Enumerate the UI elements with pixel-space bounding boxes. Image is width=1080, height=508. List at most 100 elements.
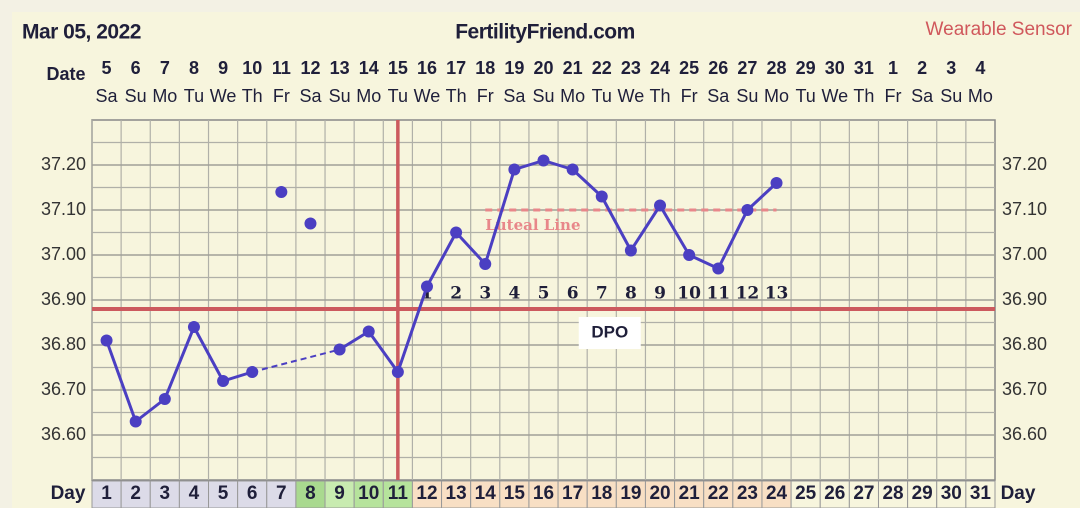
y-tick-label: 36.90 xyxy=(41,289,86,309)
day-number: 10 xyxy=(358,483,379,504)
date-label: 29 xyxy=(796,58,816,78)
date-label: 3 xyxy=(946,58,956,78)
weekday-label: Fr xyxy=(681,86,698,106)
day-number: 18 xyxy=(591,483,612,504)
temperature-point xyxy=(333,343,346,356)
date-label: 14 xyxy=(359,58,379,78)
y-tick-label: 37.10 xyxy=(41,199,86,219)
temperature-point xyxy=(654,199,667,212)
y-tick-label: 36.70 xyxy=(41,379,86,399)
weekday-label: We xyxy=(821,86,848,106)
day-number: 14 xyxy=(475,483,497,504)
temperature-point xyxy=(304,217,317,230)
day-number: 3 xyxy=(160,483,171,504)
temperature-point xyxy=(712,262,725,275)
date-label: 13 xyxy=(330,58,350,78)
day-cell xyxy=(120,480,151,508)
temperature-point xyxy=(275,186,288,198)
dpo-number: 10 xyxy=(677,284,701,304)
dpo-number: 11 xyxy=(706,284,730,304)
day-number: 13 xyxy=(446,483,467,504)
date-label: 31 xyxy=(854,58,874,78)
weekday-label: Th xyxy=(650,86,671,106)
day-number: 27 xyxy=(853,483,874,504)
site-name: FertilityFriend.com xyxy=(455,21,635,44)
dpo-number: 2 xyxy=(450,284,462,304)
dpo-number: 9 xyxy=(654,284,666,304)
date-label: 28 xyxy=(767,58,787,78)
day-cell xyxy=(353,480,384,508)
day-cell xyxy=(499,480,530,508)
weekday-label: Sa xyxy=(911,86,934,106)
y-tick-label-right: 37.20 xyxy=(1002,154,1047,174)
temperature-point xyxy=(362,325,375,338)
weekday-label: Su xyxy=(940,86,962,106)
day-cell xyxy=(324,480,355,508)
day-number: 31 xyxy=(970,483,992,504)
y-tick-label-right: 36.70 xyxy=(1002,379,1047,399)
y-tick-label-right: 36.80 xyxy=(1002,334,1047,354)
day-number: 25 xyxy=(795,483,817,504)
date-label: 4 xyxy=(975,58,985,78)
date-label: 23 xyxy=(621,58,641,78)
date-label: 9 xyxy=(218,58,228,78)
temperature-point xyxy=(158,393,171,405)
day-cell xyxy=(149,480,180,508)
y-tick-label: 36.80 xyxy=(41,334,86,354)
day-number: 5 xyxy=(218,483,229,504)
y-tick-label-right: 36.60 xyxy=(1002,424,1047,444)
day-cell xyxy=(907,480,938,508)
weekday-label: Th xyxy=(242,86,263,106)
day-cell xyxy=(965,480,996,508)
dpo-number: 13 xyxy=(765,284,789,304)
weekday-label: Fr xyxy=(885,86,902,106)
temperature-point xyxy=(187,321,200,333)
weekday-label: We xyxy=(414,86,441,106)
date-label: 26 xyxy=(708,58,728,78)
dpo-number: 4 xyxy=(508,284,520,304)
weekday-label: We xyxy=(210,86,237,106)
day-number: 30 xyxy=(941,483,962,504)
weekday-label: Fr xyxy=(273,86,290,106)
dpo-label-box xyxy=(578,317,641,349)
date-label: 16 xyxy=(417,58,437,78)
day-number: 24 xyxy=(766,483,788,504)
date-label: 12 xyxy=(300,58,320,78)
day-cell xyxy=(470,480,501,508)
y-tick-label: 37.20 xyxy=(41,154,86,174)
day-cell xyxy=(208,480,239,508)
day-row-label-right: Day xyxy=(1001,483,1036,504)
date-label: 8 xyxy=(189,58,199,78)
date-label: 21 xyxy=(563,58,583,78)
day-number: 21 xyxy=(679,483,701,504)
temperature-line xyxy=(338,159,778,374)
weekday-label: Su xyxy=(532,86,554,106)
weekday-label: Mo xyxy=(152,86,177,106)
day-number: 12 xyxy=(416,483,437,504)
day-number: 8 xyxy=(305,483,316,504)
weekday-label: Tu xyxy=(795,86,815,106)
weekday-label: Su xyxy=(329,86,351,106)
day-number: 11 xyxy=(388,483,409,504)
y-tick-label-right: 36.90 xyxy=(1002,289,1047,309)
day-number: 28 xyxy=(882,483,903,504)
date-label: 11 xyxy=(272,58,291,78)
day-number: 16 xyxy=(533,483,554,504)
temperature-point xyxy=(450,226,463,239)
temperature-point xyxy=(537,154,550,167)
temperature-point xyxy=(479,258,492,270)
temperature-point xyxy=(770,177,783,189)
date-row-label: Date xyxy=(46,64,85,84)
day-number: 29 xyxy=(912,483,933,504)
gap-connector xyxy=(251,348,340,373)
weekday-label: We xyxy=(618,86,645,106)
y-tick-label-right: 37.00 xyxy=(1002,244,1047,264)
temperature-point xyxy=(741,204,754,216)
temperature-point xyxy=(683,249,696,261)
day-number: 4 xyxy=(189,483,200,504)
date-label: 6 xyxy=(131,58,141,78)
dpo-number: 6 xyxy=(567,284,579,304)
dpo-number: 1 xyxy=(421,284,433,304)
date-label: 24 xyxy=(650,58,670,78)
